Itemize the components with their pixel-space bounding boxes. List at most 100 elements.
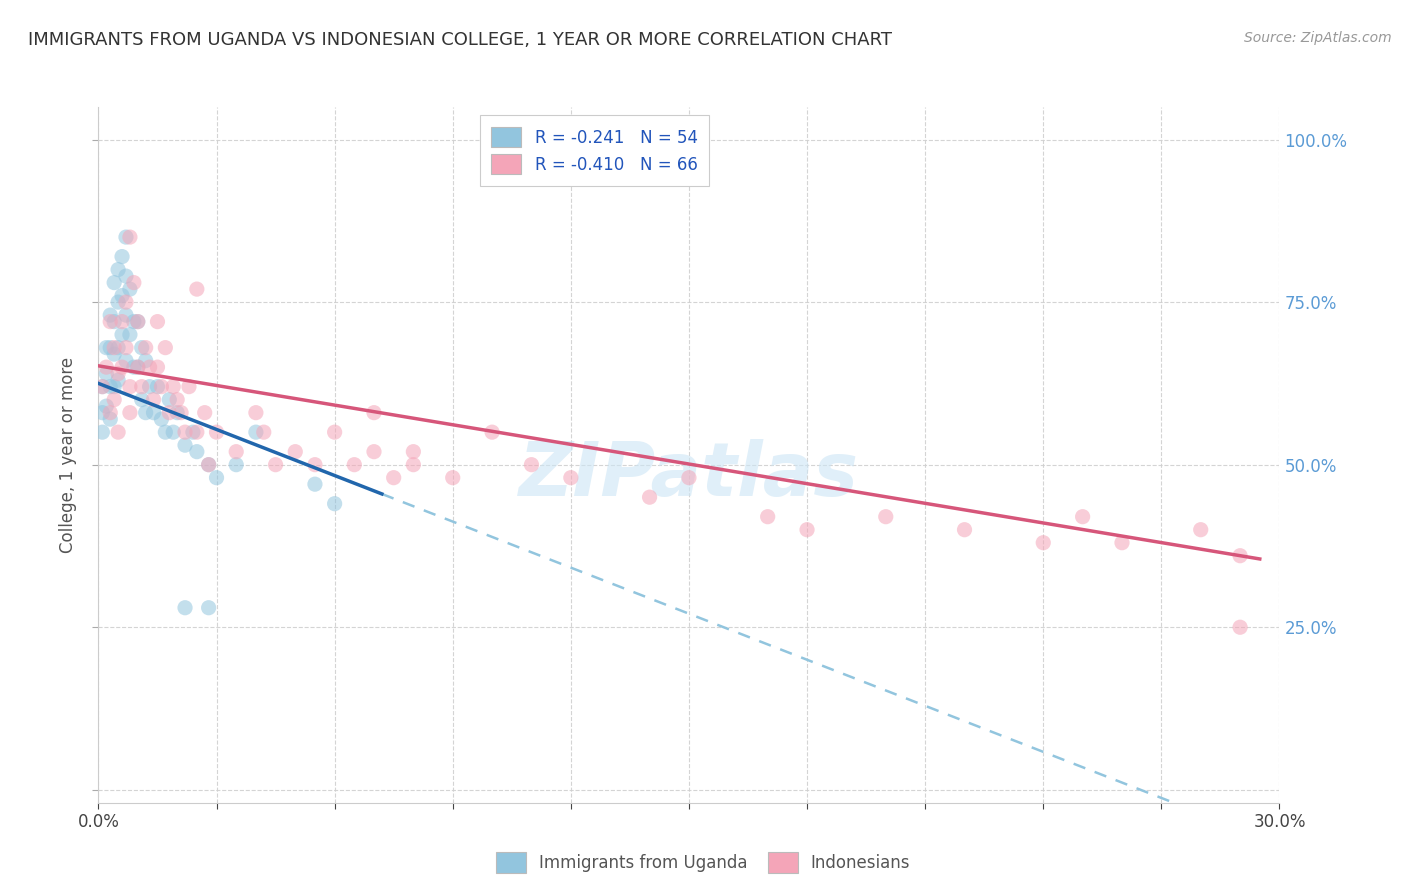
Point (638, 490, 661, 504)
Point (111, 327, 134, 342)
Point (135, 353, 157, 368)
Point (194, 406, 217, 420)
Point (142, 392, 165, 407)
Point (162, 379, 184, 393)
Point (197, 458, 219, 472)
Point (264, 458, 287, 472)
Point (103, 315, 125, 329)
Point (181, 425, 204, 439)
Point (96, 367, 118, 381)
Point (91, 379, 114, 393)
Legend: Immigrants from Uganda, Indonesians: Immigrants from Uganda, Indonesians (489, 846, 917, 880)
Point (135, 406, 157, 420)
Point (96, 341, 118, 355)
Point (118, 406, 141, 420)
Point (118, 379, 141, 393)
Point (174, 438, 197, 452)
Text: IMMIGRANTS FROM UGANDA VS INDONESIAN COLLEGE, 1 YEAR OR MORE CORRELATION CHART: IMMIGRANTS FROM UGANDA VS INDONESIAN COL… (28, 31, 893, 49)
Point (363, 406, 385, 420)
Text: ZIPatlas: ZIPatlas (519, 439, 859, 512)
Point (115, 308, 138, 322)
Point (118, 282, 141, 296)
Point (111, 288, 134, 302)
Point (1032, 535, 1054, 549)
Point (197, 458, 219, 472)
Point (131, 392, 153, 407)
Point (796, 523, 818, 537)
Point (1189, 523, 1212, 537)
Point (481, 425, 503, 439)
Point (91, 379, 114, 393)
Point (150, 412, 173, 426)
Point (186, 425, 208, 439)
Point (155, 341, 177, 355)
Point (402, 444, 425, 458)
Point (186, 444, 208, 458)
Point (118, 230, 141, 244)
Point (131, 341, 153, 355)
Point (225, 458, 247, 472)
Point (520, 458, 543, 472)
Point (111, 360, 134, 375)
Point (115, 341, 138, 355)
Point (150, 379, 173, 393)
Point (1229, 549, 1251, 563)
Point (98, 406, 121, 420)
Point (98, 315, 121, 329)
Point (98, 308, 121, 322)
Point (98, 412, 121, 426)
Point (122, 315, 145, 329)
Point (323, 497, 346, 511)
Y-axis label: College, 1 year or more: College, 1 year or more (59, 357, 77, 553)
Point (245, 406, 267, 420)
Point (166, 406, 188, 420)
Point (98, 341, 121, 355)
Point (135, 341, 157, 355)
Point (155, 425, 177, 439)
Point (98, 379, 121, 393)
Point (138, 379, 160, 393)
Point (103, 341, 125, 355)
Point (115, 230, 138, 244)
Point (146, 315, 169, 329)
Point (205, 425, 228, 439)
Point (162, 425, 184, 439)
Point (115, 295, 138, 310)
Point (186, 282, 208, 296)
Point (118, 327, 141, 342)
Point (111, 250, 134, 264)
Point (91, 406, 114, 420)
Point (107, 367, 129, 381)
Point (441, 471, 464, 485)
Point (146, 379, 169, 393)
Point (205, 471, 228, 485)
Point (103, 379, 125, 393)
Point (127, 360, 149, 375)
Point (382, 471, 405, 485)
Point (177, 379, 200, 393)
Point (103, 347, 125, 361)
Point (174, 425, 197, 439)
Point (127, 315, 149, 329)
Legend: R = -0.241   N = 54, R = -0.410   N = 66: R = -0.241 N = 54, R = -0.410 N = 66 (479, 115, 709, 186)
Point (111, 315, 134, 329)
Point (127, 360, 149, 375)
Point (103, 392, 125, 407)
Point (284, 444, 307, 458)
Point (127, 315, 149, 329)
Point (875, 509, 897, 524)
Point (96, 360, 118, 375)
Point (107, 262, 129, 277)
Point (138, 360, 160, 375)
Point (402, 458, 425, 472)
Point (107, 341, 129, 355)
Text: Source: ZipAtlas.com: Source: ZipAtlas.com (1244, 31, 1392, 45)
Point (157, 406, 180, 420)
Point (107, 373, 129, 387)
Point (225, 444, 247, 458)
Point (363, 444, 385, 458)
Point (91, 425, 114, 439)
Point (174, 600, 197, 615)
Point (1071, 509, 1094, 524)
Point (115, 269, 138, 284)
